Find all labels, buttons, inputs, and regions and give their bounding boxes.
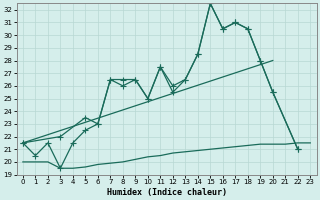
X-axis label: Humidex (Indice chaleur): Humidex (Indice chaleur) bbox=[107, 188, 227, 197]
